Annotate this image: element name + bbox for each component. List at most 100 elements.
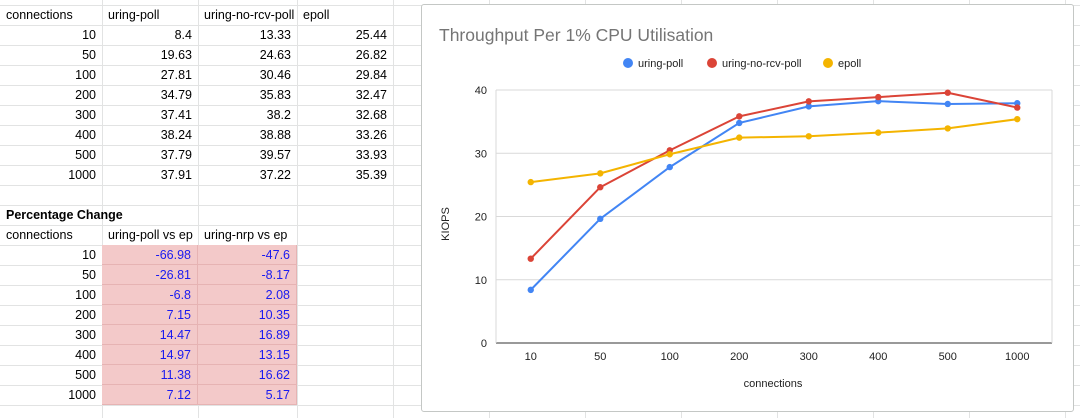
data-point — [666, 151, 673, 158]
table-cell[interactable]: 8.4 — [174, 28, 192, 42]
table-header-cell[interactable]: uring-poll vs ep — [108, 228, 193, 242]
table-cell[interactable]: 25.44 — [355, 28, 387, 42]
data-point — [875, 93, 882, 101]
series-line — [530, 118, 1018, 184]
percent-change-cell[interactable]: 11.38 — [102, 365, 198, 385]
legend-marker — [823, 58, 833, 68]
x-tick-label: 400 — [869, 351, 887, 363]
percent-change-cell[interactable]: 16.62 — [198, 365, 297, 385]
percent-change-cell[interactable]: -26.81 — [102, 265, 198, 285]
data-point — [527, 178, 534, 186]
data-point — [527, 255, 534, 262]
y-tick-label: 40 — [475, 85, 487, 97]
percent-change-cell[interactable]: 14.97 — [102, 345, 198, 365]
percent-change-cell[interactable]: 2.08 — [198, 285, 297, 305]
legend-marker — [623, 58, 633, 68]
legend-label: uring-no-rcv-poll — [722, 58, 801, 70]
table-cell[interactable]: 500 — [75, 368, 96, 382]
table-cell[interactable]: 1000 — [68, 168, 96, 182]
table-cell[interactable]: 100 — [75, 288, 96, 302]
table-cell[interactable]: 200 — [75, 308, 96, 322]
table-cell[interactable]: 200 — [75, 88, 96, 102]
table-cell[interactable]: 400 — [75, 348, 96, 362]
percent-change-cell[interactable]: -6.8 — [102, 285, 198, 305]
table-cell[interactable]: 37.41 — [160, 108, 192, 122]
data-point — [944, 125, 951, 132]
table-cell[interactable]: 300 — [75, 108, 96, 122]
legend-marker — [707, 58, 717, 68]
percent-change-cell[interactable]: -47.6 — [198, 245, 297, 265]
data-point — [944, 89, 951, 96]
percent-change-cell[interactable]: 10.35 — [198, 305, 297, 325]
table-cell[interactable]: 37.91 — [160, 168, 192, 182]
table-cell[interactable]: 13.33 — [259, 28, 291, 42]
table-cell[interactable]: 27.81 — [160, 68, 192, 82]
x-axis-ticks: 10 50 100 200 300 400 500 1000 — [525, 351, 1030, 363]
table-cell[interactable]: 50 — [82, 268, 96, 282]
data-point — [805, 98, 812, 105]
x-tick-label: 1000 — [1005, 351, 1029, 363]
chart-legend: uring-poll uring-no-rcv-poll epoll — [623, 58, 861, 70]
data-point — [875, 129, 882, 136]
percent-change-cell[interactable]: 13.15 — [198, 345, 297, 365]
x-tick-label: 500 — [939, 351, 957, 363]
table-cell[interactable]: 19.63 — [160, 48, 192, 62]
data-point — [736, 113, 743, 120]
table-cell[interactable]: 35.39 — [355, 168, 387, 182]
table-cell[interactable]: 30.46 — [259, 68, 291, 82]
table-cell[interactable]: 1000 — [68, 388, 96, 402]
percent-change-cell[interactable]: 7.15 — [102, 305, 198, 325]
data-point — [666, 163, 673, 171]
chart-title: Throughput Per 1% CPU Utilisation — [439, 25, 713, 45]
table-cell[interactable]: 35.83 — [259, 88, 291, 102]
table-cell[interactable]: 50 — [82, 48, 96, 62]
section-title[interactable]: Percentage Change — [6, 208, 123, 222]
table-cell[interactable]: 10 — [82, 28, 96, 42]
table-cell[interactable]: 500 — [75, 148, 96, 162]
table-header-cell[interactable]: epoll — [303, 8, 330, 22]
table-cell[interactable]: 33.93 — [355, 148, 387, 162]
table-cell[interactable]: 32.68 — [355, 108, 387, 122]
legend-label: uring-poll — [638, 58, 683, 70]
percent-change-cell[interactable]: 16.89 — [198, 325, 297, 345]
column-gridline — [102, 0, 103, 418]
table-cell[interactable]: 100 — [75, 68, 96, 82]
y-tick-label: 0 — [481, 338, 487, 350]
table-cell[interactable]: 34.79 — [160, 88, 192, 102]
table-cell[interactable]: 38.88 — [259, 128, 291, 142]
percent-change-cell[interactable]: 14.47 — [102, 325, 198, 345]
data-point — [1014, 104, 1021, 111]
percent-change-cell[interactable]: 5.17 — [198, 385, 297, 405]
table-cell[interactable]: 24.63 — [259, 48, 291, 62]
table-cell[interactable]: 26.82 — [355, 48, 387, 62]
chart-gridlines — [495, 89, 1053, 344]
table-header-cell[interactable]: connections — [6, 8, 73, 22]
table-header-cell[interactable]: uring-poll — [108, 8, 160, 22]
table-cell[interactable]: 10 — [82, 248, 96, 262]
x-tick-label: 200 — [730, 351, 748, 363]
table-cell[interactable]: 39.57 — [259, 148, 291, 162]
data-point — [597, 184, 604, 191]
table-header-cell[interactable]: uring-nrp vs ep — [204, 228, 288, 242]
table-header-cell[interactable]: connections — [6, 228, 73, 242]
table-header-cell[interactable]: uring-no-rcv-poll — [204, 8, 295, 22]
data-point — [805, 103, 812, 110]
table-cell[interactable]: 29.84 — [355, 68, 387, 82]
percent-change-cell[interactable]: 7.12 — [102, 385, 198, 405]
table-cell[interactable]: 300 — [75, 328, 96, 342]
chart-card[interactable]: Throughput Per 1% CPU Utilisation uring-… — [421, 4, 1074, 412]
percent-change-cell[interactable]: -8.17 — [198, 265, 297, 285]
y-axis-label: KIOPS — [440, 207, 452, 241]
table-cell[interactable]: 38.2 — [266, 108, 291, 122]
table-cell[interactable]: 400 — [75, 128, 96, 142]
line-chart: Throughput Per 1% CPU Utilisation uring-… — [439, 25, 1053, 390]
percent-change-cell[interactable]: -66.98 — [102, 245, 198, 265]
table-cell[interactable]: 38.24 — [160, 128, 192, 142]
table-cell[interactable]: 37.79 — [160, 148, 192, 162]
x-tick-label: 300 — [800, 351, 818, 363]
table-cell[interactable]: 32.47 — [355, 88, 387, 102]
table-cell[interactable]: 37.22 — [259, 168, 291, 182]
series-line — [530, 100, 1018, 291]
x-tick-label: 100 — [661, 351, 679, 363]
table-cell[interactable]: 33.26 — [355, 128, 387, 142]
